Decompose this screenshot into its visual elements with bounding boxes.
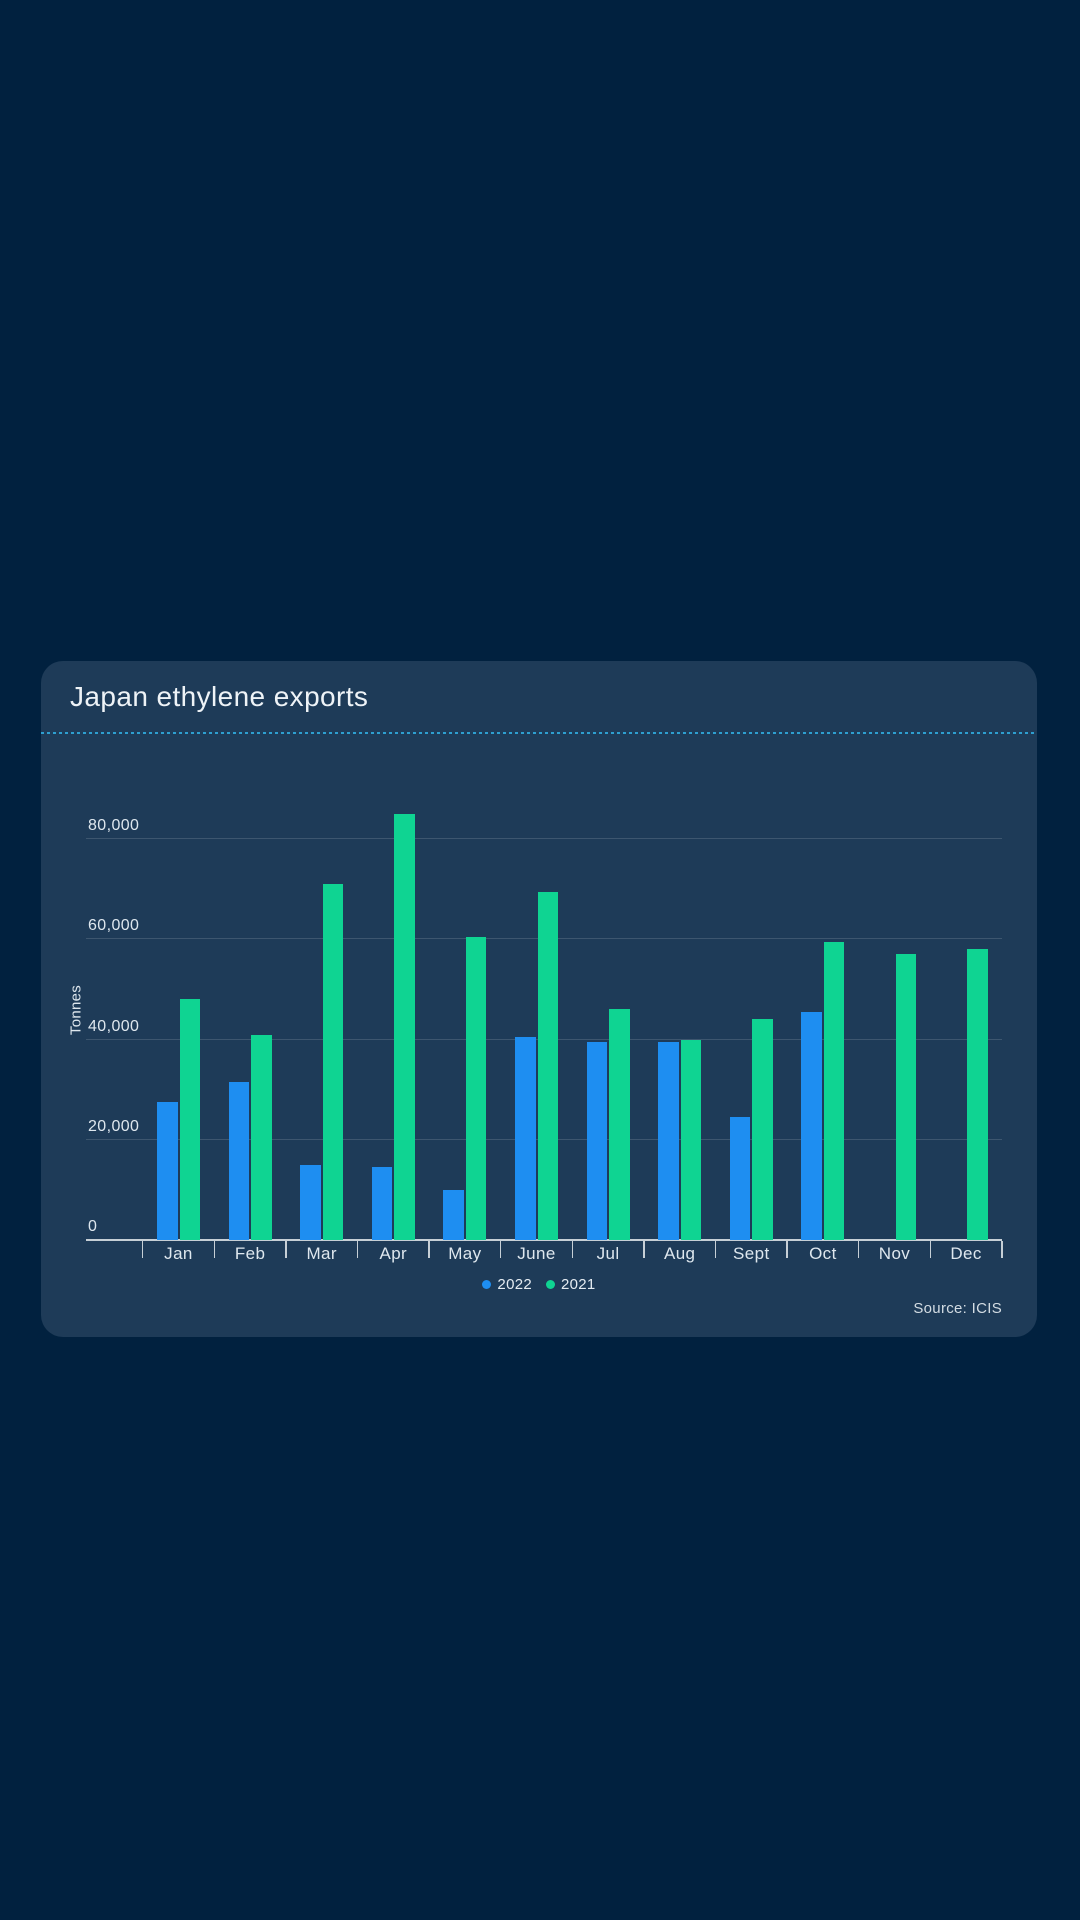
source-label: Source: ICIS (913, 1300, 1002, 1317)
x-label-jul: Jul (596, 1244, 620, 1263)
x-tick-12 (1001, 1241, 1003, 1258)
x-tick-0 (141, 1241, 144, 1258)
bar-2021-may[interactable] (465, 936, 487, 1240)
x-tick-2 (285, 1241, 287, 1258)
x-tick-5 (499, 1241, 502, 1258)
x-label-feb: Feb (234, 1244, 266, 1263)
x-tick-1 (213, 1241, 216, 1258)
bar-2021-jan[interactable] (179, 999, 200, 1240)
bar-2021-june[interactable] (537, 891, 558, 1240)
x-tick-8 (714, 1241, 717, 1258)
y-tick-label-80000: 80,000 (88, 817, 140, 834)
x-tick-9 (786, 1241, 788, 1258)
bar-2021-mar[interactable] (322, 884, 344, 1240)
x-tick-3 (356, 1241, 359, 1258)
bar-2021-feb[interactable] (251, 1034, 272, 1240)
x-axis-line (86, 1239, 1002, 1241)
bar-2022-apr[interactable] (371, 1167, 393, 1240)
header-divider (41, 732, 1037, 734)
bar-2021-oct[interactable] (823, 941, 845, 1240)
x-label-mar: Mar (306, 1244, 337, 1263)
legend-dot-2021 (546, 1280, 555, 1289)
bar-2021-sept[interactable] (752, 1019, 773, 1240)
x-tick-11 (929, 1241, 932, 1258)
legend-item-2022[interactable]: 2022 (482, 1277, 532, 1292)
chart-card: Japan ethylene exports Tonnes 0 20,000 40,… (41, 661, 1037, 1337)
bar-2021-nov[interactable] (895, 954, 916, 1240)
bar-2022-jul[interactable] (586, 1042, 608, 1240)
y-tick-label-60000: 60,000 (88, 917, 140, 935)
legend: 2022 2021 (41, 1277, 1037, 1292)
x-label-may: May (448, 1244, 482, 1263)
legend-item-2021[interactable]: 2021 (546, 1277, 596, 1292)
bar-2022-jan[interactable] (157, 1102, 178, 1240)
x-label-sept: Sept (733, 1244, 770, 1263)
legend-dot-2022 (482, 1280, 492, 1289)
gridline-80000 (86, 838, 1002, 839)
x-label-aug: Aug (663, 1244, 696, 1263)
bar-2022-mar[interactable] (300, 1164, 321, 1240)
legend-label-2021: 2021 (561, 1276, 596, 1293)
x-label-dec: Dec (950, 1244, 982, 1263)
x-tick-6 (571, 1241, 574, 1258)
bar-2021-dec[interactable] (967, 949, 988, 1240)
x-label-apr: Apr (379, 1244, 408, 1263)
legend-label-2022: 2022 (497, 1276, 532, 1293)
chart-title: Japan ethylene exports (70, 680, 369, 712)
x-label-june: June (517, 1244, 556, 1263)
bar-2022-sept[interactable] (729, 1117, 751, 1240)
x-label-oct: Oct (809, 1244, 837, 1263)
y-tick-label-0: 0 (88, 1218, 98, 1235)
y-tick-label-40000: 40,000 (88, 1017, 140, 1035)
x-tick-10 (857, 1241, 860, 1258)
plot-area: 0 20,000 40,000 60,000 80,000 Jan Feb Mar Apr May… (86, 810, 1003, 1262)
x-tick-4 (428, 1241, 430, 1258)
bar-2021-apr[interactable] (394, 813, 415, 1240)
x-tick-7 (643, 1241, 645, 1258)
bar-2022-feb[interactable] (228, 1082, 250, 1240)
bar-2022-oct[interactable] (801, 1011, 822, 1240)
bar-2022-aug[interactable] (658, 1042, 679, 1240)
bar-2022-june[interactable] (515, 1037, 536, 1240)
bar-2022-may[interactable] (443, 1189, 464, 1240)
chart-header: Japan ethylene exports (41, 661, 1037, 732)
y-axis-title: Tonnes (67, 984, 85, 1036)
x-label-nov: Nov (878, 1244, 911, 1263)
x-label-jan: Jan (164, 1244, 193, 1263)
y-tick-label-20000: 20,000 (88, 1117, 140, 1135)
bar-2021-aug[interactable] (680, 1039, 702, 1240)
bar-2021-jul[interactable] (609, 1009, 630, 1240)
